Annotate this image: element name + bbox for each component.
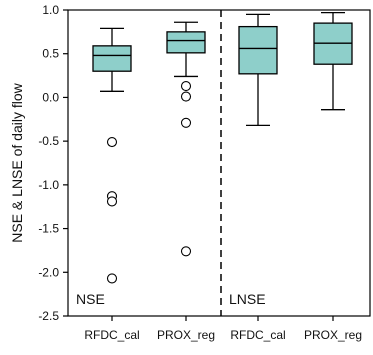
y-tick-label: -1.5 xyxy=(38,222,59,236)
y-tick-label: -0.5 xyxy=(38,134,59,148)
panel-label-lnse: LNSE xyxy=(229,291,266,307)
y-tick-label: 1.0 xyxy=(42,3,59,17)
y-tick-label: -1.0 xyxy=(38,178,59,192)
x-tick-label: PROX_reg xyxy=(157,328,215,342)
box xyxy=(238,25,278,75)
box xyxy=(166,31,206,54)
outlier-point xyxy=(106,136,118,148)
chart-marks: 1.0 0.5 0.0 -0.5 -1.0 -1.5 -2.0 -2.5 RFDC_cal PRO… xyxy=(38,3,362,342)
y-axis-title: NSE & LNSE of daily flow xyxy=(9,82,25,242)
outlier-point xyxy=(180,91,192,102)
plot-frame xyxy=(67,9,371,317)
box xyxy=(92,45,132,72)
y-tick-label: -2.0 xyxy=(38,265,59,279)
outlier-point xyxy=(180,117,192,128)
outlier-point xyxy=(106,273,118,284)
outlier-point xyxy=(180,81,192,92)
outlier-point xyxy=(106,196,118,207)
y-tick-label: 0.0 xyxy=(42,90,59,104)
y-tick-label: 0.5 xyxy=(42,47,59,61)
x-tick-label: RFDC_cal xyxy=(230,328,285,342)
x-tick-label: RFDC_cal xyxy=(84,328,139,342)
outlier-point xyxy=(180,246,192,257)
y-tick-label: -2.5 xyxy=(38,309,59,323)
panel-label-nse: NSE xyxy=(76,291,105,307)
x-tick-label: PROX_reg xyxy=(304,328,362,342)
